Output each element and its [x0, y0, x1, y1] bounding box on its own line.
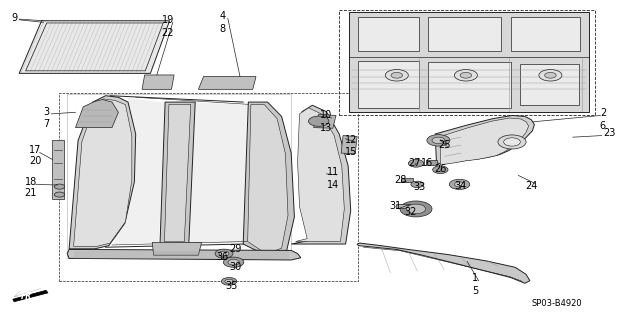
Text: 33: 33	[413, 182, 426, 192]
Circle shape	[308, 116, 329, 126]
Polygon shape	[160, 102, 195, 244]
Polygon shape	[13, 290, 48, 302]
FancyBboxPatch shape	[426, 160, 437, 165]
Polygon shape	[341, 136, 357, 154]
Text: 34: 34	[454, 181, 467, 191]
Polygon shape	[114, 98, 165, 244]
Text: 27: 27	[408, 158, 421, 168]
Text: 21: 21	[24, 188, 37, 198]
Text: 15: 15	[344, 147, 357, 158]
Text: 20: 20	[29, 156, 42, 166]
Text: 7: 7	[43, 119, 49, 130]
Circle shape	[54, 192, 65, 197]
Text: 30: 30	[229, 262, 242, 272]
Circle shape	[545, 72, 556, 78]
Circle shape	[221, 278, 237, 285]
Circle shape	[223, 257, 244, 267]
Circle shape	[454, 70, 477, 81]
FancyBboxPatch shape	[511, 17, 580, 51]
Polygon shape	[19, 21, 170, 73]
Circle shape	[408, 160, 424, 167]
Text: 32: 32	[404, 207, 417, 217]
Polygon shape	[76, 100, 118, 128]
Text: 4: 4	[220, 11, 226, 21]
Circle shape	[400, 201, 432, 217]
Text: 28: 28	[394, 175, 406, 185]
Polygon shape	[198, 77, 256, 89]
Text: 36: 36	[216, 252, 229, 262]
Polygon shape	[349, 12, 589, 112]
Circle shape	[460, 72, 472, 78]
Text: 12: 12	[344, 135, 357, 145]
Text: 18: 18	[24, 177, 37, 187]
Circle shape	[228, 259, 239, 265]
Polygon shape	[189, 103, 247, 243]
Circle shape	[225, 279, 234, 284]
Circle shape	[215, 249, 233, 258]
Polygon shape	[248, 105, 288, 254]
Text: 1: 1	[472, 273, 478, 283]
Text: 23: 23	[603, 128, 616, 138]
Circle shape	[454, 182, 465, 187]
FancyBboxPatch shape	[401, 178, 413, 182]
FancyBboxPatch shape	[428, 17, 501, 51]
Polygon shape	[69, 96, 136, 249]
Circle shape	[432, 137, 445, 144]
Text: 35: 35	[225, 280, 238, 291]
Polygon shape	[67, 249, 301, 260]
Polygon shape	[357, 243, 530, 283]
Text: 13: 13	[320, 123, 333, 133]
Polygon shape	[296, 108, 344, 241]
Text: 5: 5	[472, 286, 478, 296]
Text: 11: 11	[326, 167, 339, 177]
Text: 2: 2	[600, 108, 606, 118]
FancyBboxPatch shape	[358, 17, 419, 51]
FancyBboxPatch shape	[396, 204, 408, 208]
FancyBboxPatch shape	[358, 61, 419, 108]
Circle shape	[498, 135, 526, 149]
Text: 26: 26	[434, 164, 447, 174]
Polygon shape	[314, 114, 336, 128]
Text: 9: 9	[11, 12, 17, 23]
Text: 19: 19	[161, 15, 174, 25]
Polygon shape	[152, 242, 202, 255]
Circle shape	[385, 70, 408, 81]
Text: 24: 24	[525, 181, 538, 191]
Text: 29: 29	[229, 244, 242, 254]
Polygon shape	[142, 75, 174, 89]
FancyBboxPatch shape	[520, 64, 579, 105]
Circle shape	[449, 179, 470, 189]
Circle shape	[411, 181, 424, 188]
Circle shape	[54, 184, 65, 189]
Circle shape	[406, 204, 426, 214]
Polygon shape	[435, 115, 534, 163]
Text: 3: 3	[43, 107, 49, 117]
Text: FR.: FR.	[21, 292, 35, 300]
Polygon shape	[243, 102, 294, 257]
Text: SP03-B4920: SP03-B4920	[531, 299, 582, 308]
Circle shape	[391, 72, 403, 78]
Polygon shape	[164, 104, 191, 242]
Polygon shape	[74, 99, 132, 246]
Circle shape	[219, 251, 229, 256]
Text: 14: 14	[326, 180, 339, 190]
Text: 31: 31	[389, 201, 402, 211]
Circle shape	[433, 166, 448, 174]
Text: 10: 10	[320, 110, 333, 121]
Text: 8: 8	[220, 24, 226, 34]
Text: 25: 25	[438, 140, 451, 150]
Circle shape	[539, 70, 562, 81]
Polygon shape	[52, 140, 64, 199]
Circle shape	[504, 138, 520, 146]
Text: 17: 17	[29, 145, 42, 155]
Text: 16: 16	[421, 158, 434, 168]
FancyBboxPatch shape	[428, 62, 511, 108]
Circle shape	[427, 135, 450, 146]
Polygon shape	[440, 118, 529, 165]
Polygon shape	[291, 105, 351, 244]
Text: 6: 6	[600, 121, 606, 131]
Text: 22: 22	[161, 27, 174, 38]
